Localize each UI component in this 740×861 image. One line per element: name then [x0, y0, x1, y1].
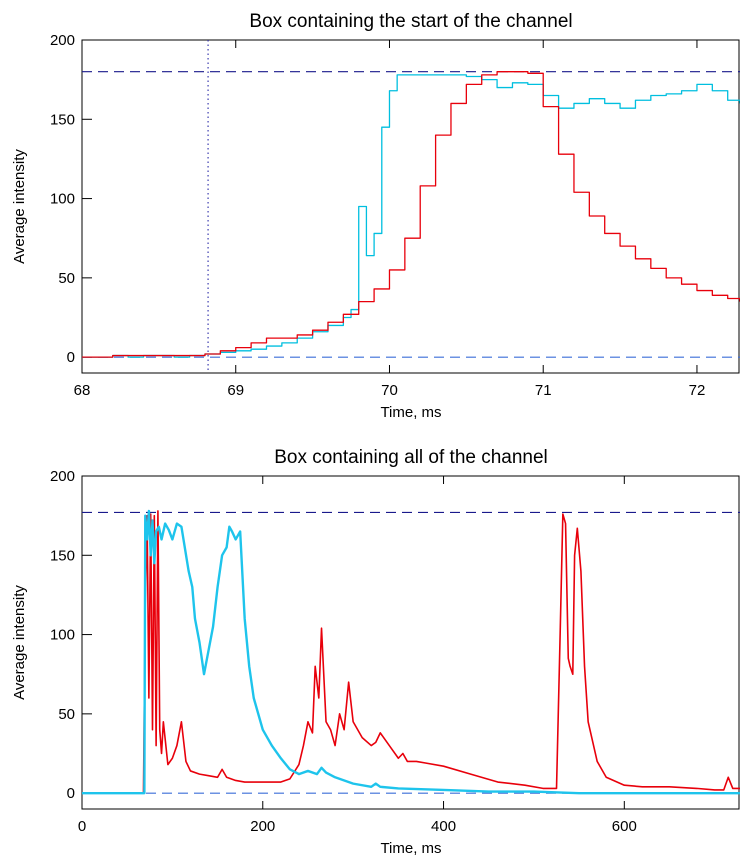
- y-tick-label: 50: [58, 270, 75, 287]
- x-tick-label: 69: [227, 382, 244, 399]
- x-tick-label: 72: [689, 382, 706, 399]
- x-tick-label: 200: [250, 818, 275, 835]
- chart-title: Box containing the start of the channel: [249, 11, 572, 32]
- y-axis-label: Average intensity: [11, 149, 28, 264]
- x-axis-label: Time, ms: [380, 840, 441, 857]
- series-line-1: [82, 71, 740, 358]
- y-tick-label: 0: [67, 785, 75, 802]
- x-tick-label: 600: [612, 818, 637, 835]
- plot-frame: [81, 39, 740, 374]
- x-tick-label: 400: [431, 818, 456, 835]
- x-tick-label: 0: [78, 818, 86, 835]
- y-tick-label: 0: [67, 349, 75, 366]
- y-tick-label: 150: [50, 547, 75, 564]
- y-tick-label: 50: [58, 706, 75, 723]
- x-tick-label: 68: [74, 382, 91, 399]
- chart-panel-start: Box containing the start of the channel 6…: [11, 11, 740, 421]
- x-axis-label: Time, ms: [380, 404, 441, 421]
- y-tick-label: 200: [50, 32, 75, 49]
- y-tick-label: 200: [50, 468, 75, 485]
- y-tick-label: 100: [50, 627, 75, 644]
- series-line-1: [82, 509, 740, 795]
- chart-title: Box containing all of the channel: [274, 447, 548, 468]
- series-line-0: [82, 74, 740, 358]
- plot-area: [82, 40, 740, 373]
- x-tick-label: 71: [535, 382, 552, 399]
- chart-panel-all: Box containing all of the channel 0 200 400…: [11, 447, 740, 857]
- x-tick-label: 70: [381, 382, 398, 399]
- y-axis-label: Average intensity: [11, 585, 28, 700]
- y-tick-label: 100: [50, 191, 75, 208]
- plot-area: [82, 509, 740, 795]
- y-tick-label: 150: [50, 111, 75, 128]
- plot-frame: [81, 475, 740, 810]
- series-line-0: [82, 510, 740, 794]
